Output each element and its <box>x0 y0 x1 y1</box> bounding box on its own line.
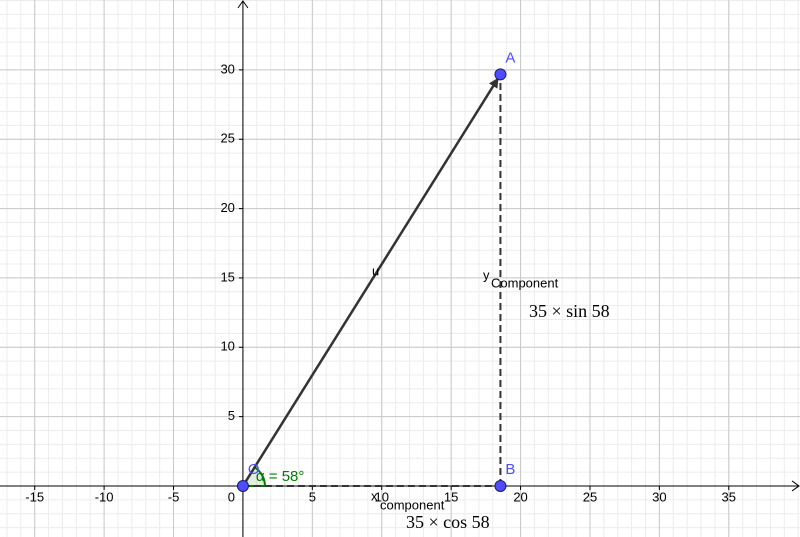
x-tick-label: 5 <box>309 489 316 504</box>
x-tick-label: 35 <box>722 489 736 504</box>
x-tick-label: 25 <box>583 489 597 504</box>
x-tick-label: -15 <box>25 489 44 504</box>
y-tick-label: 25 <box>220 131 234 146</box>
y-tick-label: 15 <box>220 269 234 284</box>
x-component-formula: 35 × cos 58 <box>406 512 490 532</box>
y-component-label: y <box>483 267 490 282</box>
x-tick-label: 20 <box>513 489 527 504</box>
point-label: O <box>248 461 260 478</box>
y-component-formula: 35 × sin 58 <box>529 301 610 321</box>
vector <box>241 77 499 487</box>
point-label: A <box>505 49 515 66</box>
x-tick-label: 15 <box>444 489 458 504</box>
point-label: B <box>505 461 515 478</box>
vector-label: u <box>372 263 379 278</box>
x-tick-label: -10 <box>95 489 114 504</box>
point <box>236 479 249 492</box>
x-component-sub: component <box>380 497 445 512</box>
x-tick-label: -5 <box>168 489 180 504</box>
y-axis <box>237 0 249 537</box>
x-component-label: x <box>371 488 378 503</box>
x-tick-label: 0 <box>228 489 235 504</box>
y-tick-label: 20 <box>220 200 234 215</box>
y-component-sub: Component <box>491 275 559 290</box>
x-tick-label: 30 <box>652 489 666 504</box>
y-tick-label: 30 <box>220 61 234 76</box>
point <box>494 479 507 492</box>
y-tick-label: 5 <box>228 408 235 423</box>
y-tick-label: 10 <box>220 339 234 354</box>
angle-label: α = 58° <box>256 468 304 485</box>
point <box>494 68 507 81</box>
x-tick-label: 10 <box>375 489 389 504</box>
